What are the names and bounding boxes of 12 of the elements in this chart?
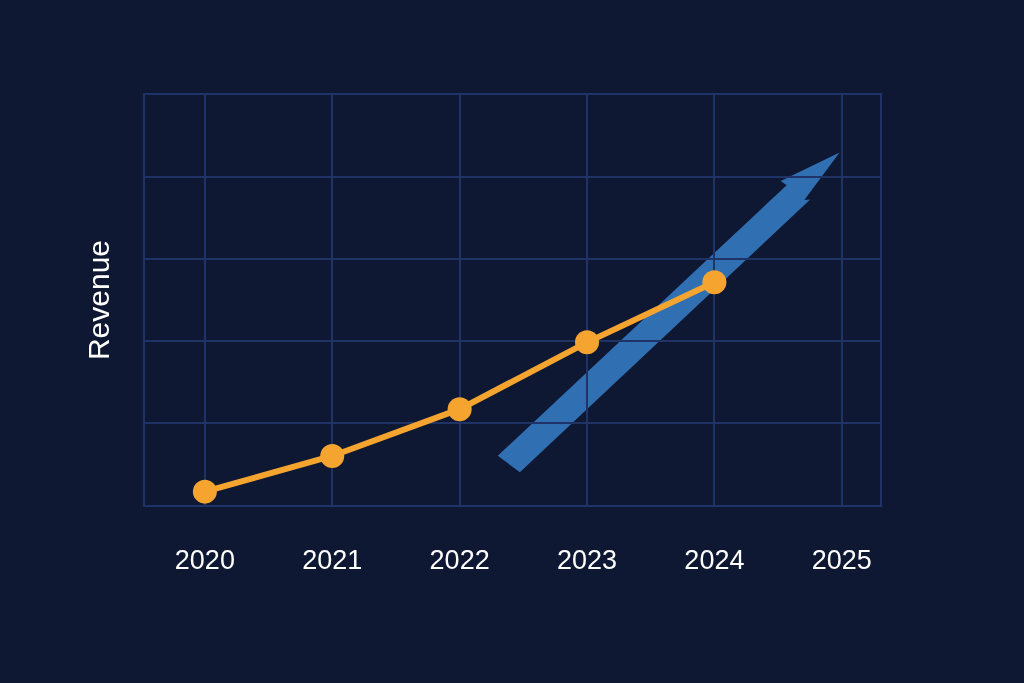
point	[447, 397, 472, 422]
point	[320, 443, 345, 468]
x-tick-label: 2022	[429, 545, 490, 576]
y-axis-title: Revenue	[81, 239, 115, 361]
point	[575, 330, 600, 355]
x-tick-label: 2021	[302, 545, 363, 576]
x-tick-label: 2024	[684, 545, 745, 576]
point	[702, 270, 727, 295]
x-tick-label: 2025	[811, 545, 872, 576]
point	[192, 479, 217, 504]
x-tick-label: 2023	[556, 545, 618, 576]
x-tick-label: 2020	[174, 545, 235, 576]
